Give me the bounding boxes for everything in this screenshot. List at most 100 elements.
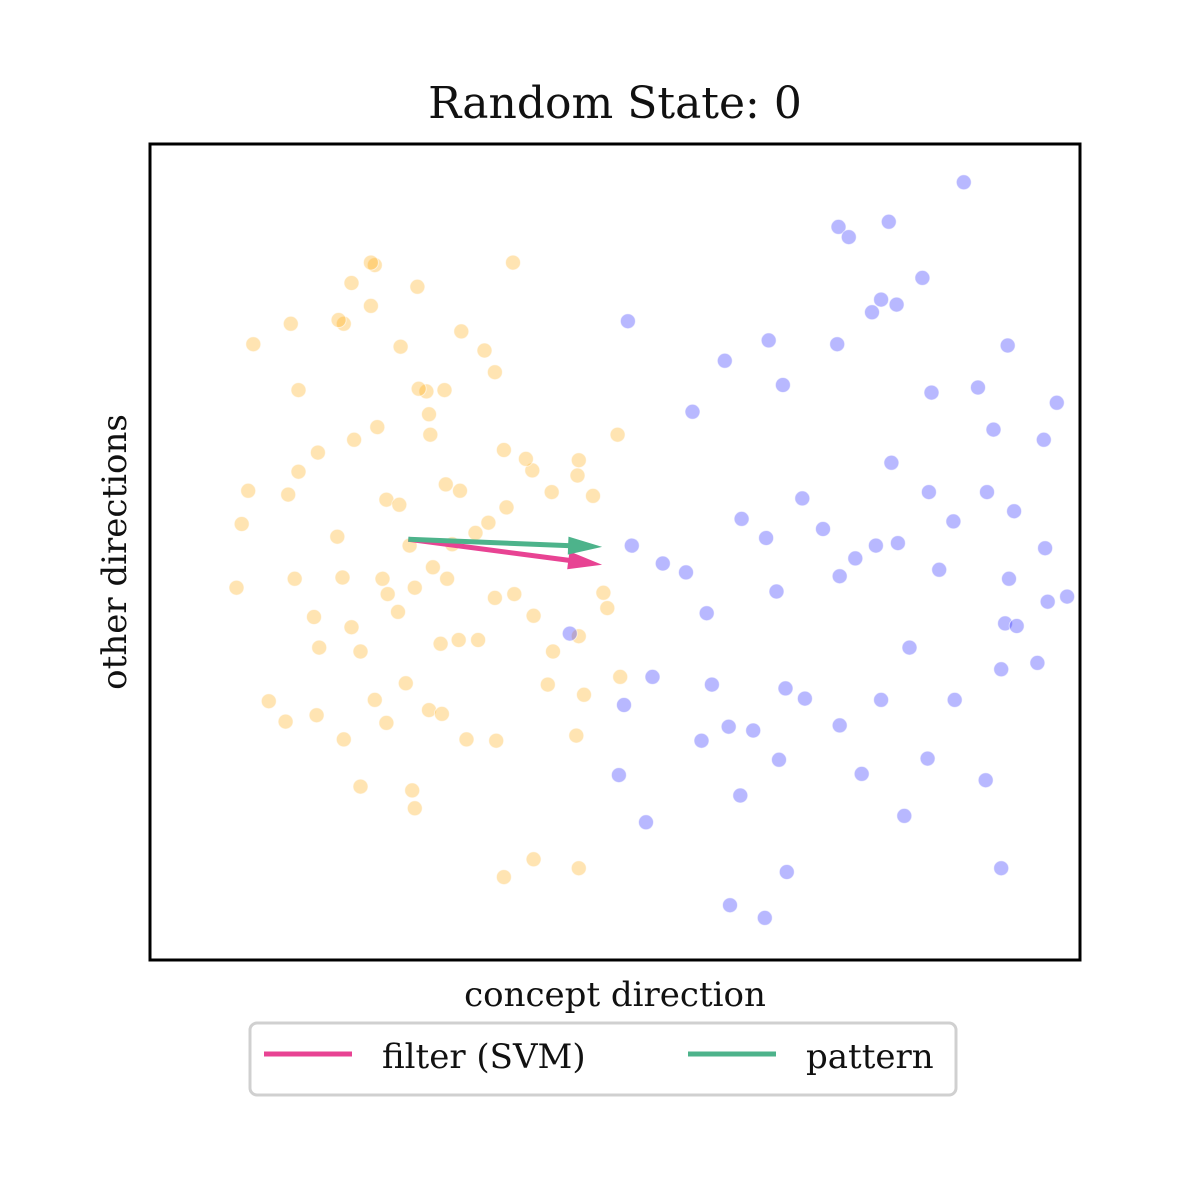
scatter-point-orange-45 bbox=[228, 579, 245, 596]
scatter-point-blue-71 bbox=[722, 897, 738, 914]
scatter-point-orange-80 bbox=[539, 676, 556, 693]
scatter-point-blue-30 bbox=[979, 484, 995, 501]
scatter-point-blue-12 bbox=[840, 229, 857, 246]
scatter-point-blue-52 bbox=[873, 691, 890, 708]
scatter-point-blue-3 bbox=[760, 332, 777, 349]
scatter-point-orange-28 bbox=[391, 496, 408, 513]
scatter-point-blue-33 bbox=[1001, 570, 1017, 587]
scatter-point-blue-5 bbox=[829, 336, 846, 353]
scatter-point-blue-36 bbox=[768, 583, 785, 600]
scatter-point-blue-34 bbox=[931, 561, 948, 578]
scatter-point-blue-49 bbox=[777, 680, 794, 697]
scatter-point-orange-84 bbox=[570, 860, 587, 877]
scatter-point-blue-9 bbox=[923, 384, 940, 401]
scatter-point-orange-57 bbox=[470, 632, 487, 648]
scatter-point-blue-47 bbox=[703, 676, 720, 693]
scatter-point-orange-70 bbox=[308, 707, 325, 724]
scatter-point-orange-26 bbox=[369, 419, 386, 436]
scatter-point-blue-72 bbox=[756, 909, 773, 926]
scatter-point-orange-67 bbox=[439, 570, 456, 587]
scatter-point-orange-20 bbox=[240, 482, 257, 499]
scatter-point-blue-37 bbox=[698, 605, 715, 622]
scatter-point-orange-23 bbox=[309, 444, 326, 461]
scatter-point-blue-57 bbox=[1008, 618, 1025, 634]
scatter-point-orange-52 bbox=[374, 570, 391, 587]
scatter-point-blue-55 bbox=[993, 661, 1010, 678]
scatter-point-orange-12 bbox=[410, 380, 427, 397]
legend: filter (SVM) pattern bbox=[248, 1021, 958, 1097]
scatter-point-blue-27 bbox=[883, 454, 900, 471]
scatter-point-blue-10 bbox=[914, 269, 931, 286]
scatter-point-orange-56 bbox=[450, 632, 467, 648]
scatter-point-blue-24 bbox=[794, 490, 811, 507]
scatter-point-orange-66 bbox=[379, 586, 396, 603]
scatter-point-orange-77 bbox=[433, 705, 450, 722]
plot-area-frame bbox=[148, 142, 1082, 962]
scatter-point-blue-66 bbox=[919, 750, 936, 767]
scatter-point-orange-4 bbox=[330, 312, 347, 328]
scatter-point-orange-15 bbox=[476, 342, 493, 359]
scatter-point-orange-58 bbox=[486, 589, 503, 606]
scatter-point-blue-31 bbox=[1006, 503, 1023, 520]
scatter-point-orange-19 bbox=[233, 516, 250, 532]
legend-label-filter-svm: filter (SVM) bbox=[382, 1037, 586, 1077]
scatter-point-orange-24 bbox=[329, 528, 346, 545]
scatter-point-orange-82 bbox=[406, 800, 423, 817]
scatter-point-blue-21 bbox=[654, 555, 671, 572]
scatter-point-blue-41 bbox=[1039, 593, 1056, 610]
scatter-point-orange-74 bbox=[378, 714, 395, 731]
scatter-point-orange-18 bbox=[453, 323, 470, 340]
scatter-point-blue-1 bbox=[684, 403, 701, 420]
scatter-point-blue-13 bbox=[880, 213, 897, 230]
scatter-point-blue-67 bbox=[977, 772, 994, 789]
scatter-point-blue-2 bbox=[716, 352, 733, 369]
scatter-point-blue-40 bbox=[867, 537, 884, 554]
scatter-point-orange-36 bbox=[498, 499, 515, 516]
scatter-point-orange-75 bbox=[397, 675, 414, 692]
scatter-point-orange-34 bbox=[480, 514, 497, 531]
scatter-point-blue-0 bbox=[619, 313, 636, 330]
scatter-point-orange-61 bbox=[545, 643, 561, 660]
scatter-point-blue-70 bbox=[993, 860, 1010, 877]
scatter-point-orange-47 bbox=[306, 609, 322, 625]
scatter-point-orange-16 bbox=[486, 364, 503, 381]
scatter-point-orange-69 bbox=[277, 713, 294, 730]
scatter-point-blue-61 bbox=[732, 787, 749, 804]
scatter-point-blue-59 bbox=[610, 767, 627, 784]
scatter-point-blue-62 bbox=[778, 864, 795, 880]
scatter-point-orange-48 bbox=[311, 639, 328, 656]
scatter-point-blue-38 bbox=[678, 564, 694, 581]
scatter-point-orange-13 bbox=[421, 406, 437, 423]
scatter-point-orange-14 bbox=[436, 382, 453, 399]
arrow-filter-svm bbox=[408, 536, 603, 570]
scatter-point-orange-39 bbox=[569, 467, 586, 484]
direction-arrows bbox=[408, 536, 603, 570]
scatter-point-blue-22 bbox=[733, 510, 750, 527]
scatter-point-orange-63 bbox=[595, 584, 612, 601]
scatter-point-blue-43 bbox=[1088, 556, 1103, 571]
scatter-point-blue-20 bbox=[623, 537, 640, 554]
scatter-point-blue-65 bbox=[896, 807, 913, 824]
scatter-point-orange-64 bbox=[576, 686, 592, 703]
scatter-point-blue-18 bbox=[1035, 431, 1052, 448]
scatter-point-blue-63 bbox=[771, 751, 787, 768]
scatter-point-orange-33 bbox=[467, 524, 484, 541]
scatter-point-blue-54 bbox=[946, 691, 963, 708]
scatter-point-blue-44 bbox=[561, 625, 578, 642]
scatter-point-orange-10 bbox=[409, 278, 426, 295]
legend-box bbox=[248, 1021, 958, 1097]
scatter-point-blue-46 bbox=[644, 668, 661, 685]
scatter-point-orange-73 bbox=[366, 691, 383, 708]
scatter-point-blue-68 bbox=[745, 722, 762, 739]
scatter-point-orange-79 bbox=[488, 732, 505, 749]
scatter-point-orange-71 bbox=[335, 731, 352, 748]
scatter-point-orange-42 bbox=[609, 426, 626, 443]
scatter-point-orange-81 bbox=[568, 727, 585, 744]
scatter-point-orange-83 bbox=[404, 782, 421, 799]
scatter-point-orange-7 bbox=[362, 254, 379, 271]
scatter-point-orange-8 bbox=[362, 297, 379, 314]
scatter-point-orange-32 bbox=[452, 482, 468, 499]
arrow-pattern bbox=[408, 536, 603, 555]
scatter-point-orange-5 bbox=[343, 275, 360, 291]
